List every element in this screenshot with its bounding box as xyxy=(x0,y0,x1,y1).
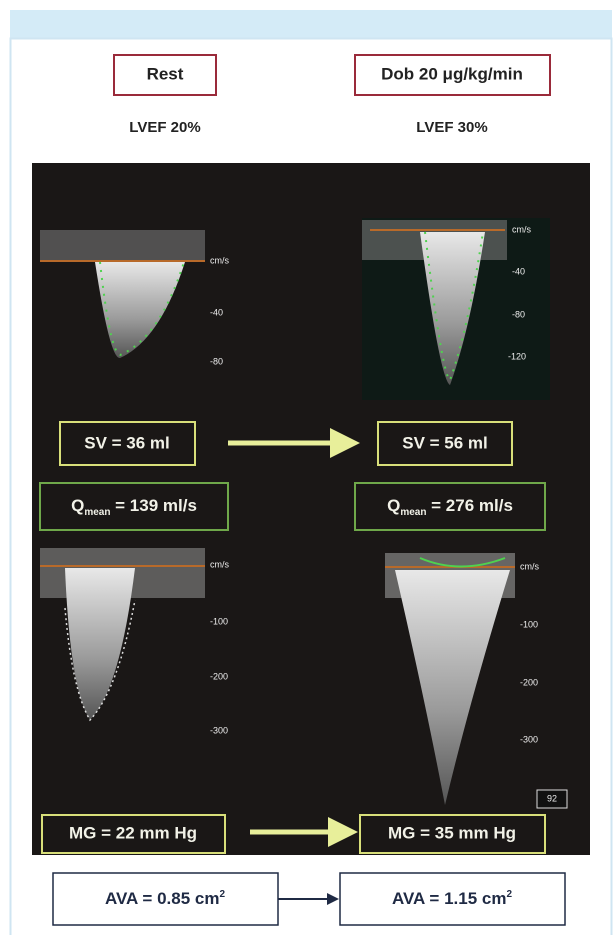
q-text: = 276 ml/s xyxy=(426,496,512,515)
ava-dob-box xyxy=(339,872,566,926)
axis-label: -40 xyxy=(210,307,223,317)
axis-label: -200 xyxy=(520,677,538,687)
sv-rest: SV = 36 ml xyxy=(84,433,170,452)
doppler-dob-av xyxy=(385,553,515,805)
ava-dob: AVA = 1.15 cm2 xyxy=(392,889,513,909)
axis-label: cm/s xyxy=(512,224,531,234)
frame-box xyxy=(536,789,568,809)
axis-label: -80 xyxy=(210,356,223,366)
axis-label: cm/s xyxy=(520,561,539,571)
qmean-dob-box xyxy=(354,482,546,531)
axis-label: -300 xyxy=(210,725,228,735)
dob-label: Dob 20 μg/kg/min xyxy=(381,64,523,83)
top-band xyxy=(10,10,612,40)
rest-label: Rest xyxy=(147,64,184,83)
q-sub: mean xyxy=(84,507,110,518)
sv-rest-box xyxy=(59,421,196,466)
axis-label: -80 xyxy=(512,309,525,319)
mg-rest: MG = 22 mm Hg xyxy=(69,823,197,842)
mg-dob-box xyxy=(359,814,546,854)
axis-label: -200 xyxy=(210,671,228,681)
sv-dob: SV = 56 ml xyxy=(402,433,488,452)
frame-number: 92 xyxy=(547,793,557,803)
q-symbol: Q xyxy=(387,496,400,515)
mg-rest-box xyxy=(41,814,226,854)
doppler-dob-lvot xyxy=(362,218,550,400)
axis-label: -300 xyxy=(520,734,538,744)
axis-label: -100 xyxy=(210,616,228,626)
q-symbol: Q xyxy=(71,496,84,515)
ava-sup: 2 xyxy=(219,889,225,900)
doppler-rest-lvot xyxy=(40,230,205,359)
lvef-dob: LVEF 30% xyxy=(416,119,487,136)
ava-rest-box xyxy=(52,872,279,926)
qmean-dob: Qmean = 276 ml/s xyxy=(387,496,513,517)
sv-dob-box xyxy=(377,421,513,466)
ava-sup: 2 xyxy=(506,889,512,900)
axis-label: -40 xyxy=(512,266,525,276)
ava-text: AVA = 1.15 cm xyxy=(392,889,507,908)
ava-text: AVA = 0.85 cm xyxy=(105,889,220,908)
qmean-rest-box xyxy=(39,482,229,531)
doppler-rest-av xyxy=(40,548,205,722)
axis-label: cm/s xyxy=(210,559,229,569)
rest-box xyxy=(113,54,217,96)
axis-label: cm/s xyxy=(210,255,229,265)
dob-box xyxy=(354,54,551,96)
mg-dob: MG = 35 mm Hg xyxy=(388,823,516,842)
axis-label: -100 xyxy=(520,619,538,629)
q-sub: mean xyxy=(400,507,426,518)
q-text: = 139 ml/s xyxy=(110,496,196,515)
qmean-rest: Qmean = 139 ml/s xyxy=(71,496,197,517)
ava-rest: AVA = 0.85 cm2 xyxy=(105,889,226,909)
lvef-rest: LVEF 20% xyxy=(129,119,200,136)
axis-label: -120 xyxy=(508,351,526,361)
